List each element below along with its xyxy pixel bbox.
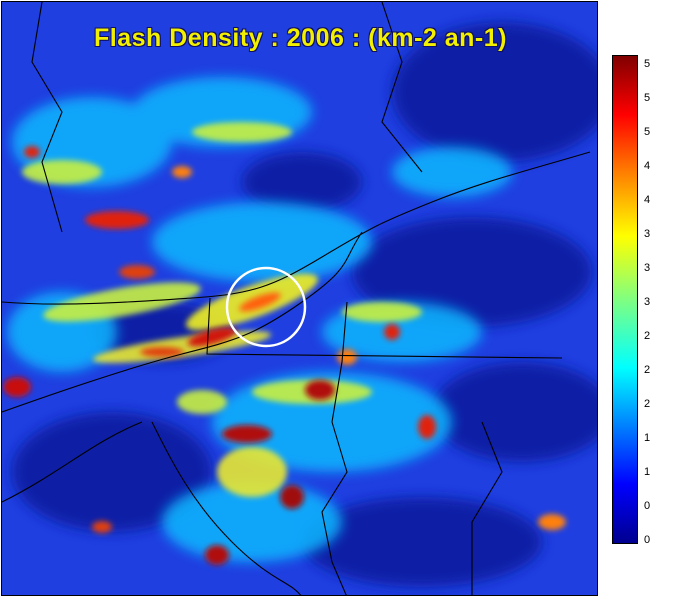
colorbar-tick-label: 0 <box>644 534 651 546</box>
colorbar-tick-label: 4 <box>644 160 651 172</box>
colorbar-tick-label: 5 <box>644 58 651 70</box>
density-field <box>3 22 597 587</box>
map-panel: Flash Density : 2006 : (km-2 an-1) <box>1 1 598 596</box>
colorbar-tick-label: 3 <box>644 296 651 308</box>
colorbar-tick-label: 2 <box>644 330 651 342</box>
colorbar <box>612 55 638 544</box>
colorbar-tick-label: 5 <box>644 92 651 104</box>
colorbar-tick-label: 3 <box>644 228 651 240</box>
flash-density-map <box>2 2 597 595</box>
map-title: Flash Density : 2006 : (km-2 an-1) <box>94 24 507 52</box>
colorbar-tick-label: 1 <box>644 432 651 444</box>
colorbar-tick-label: 2 <box>644 364 651 376</box>
colorbar-tick-label: 2 <box>644 398 651 410</box>
boundary-lines <box>2 2 591 595</box>
colorbar-tick-label: 3 <box>644 262 651 274</box>
colorbar-tick-label: 1 <box>644 466 651 478</box>
highlight-circle-marker <box>225 266 307 348</box>
colorbar-tick-label: 4 <box>644 194 651 206</box>
colorbar-gradient <box>613 56 637 543</box>
colorbar-tick-label: 0 <box>644 500 651 512</box>
colorbar-tick-label: 5 <box>644 126 651 138</box>
